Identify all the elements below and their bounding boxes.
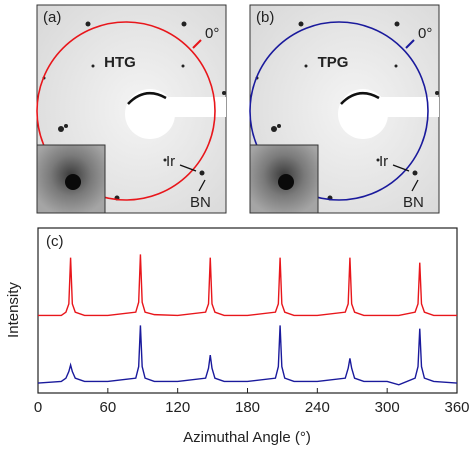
x-tick-label: 300 bbox=[375, 399, 400, 416]
angle-label: 0° bbox=[205, 25, 219, 42]
diffraction-spot bbox=[85, 21, 91, 27]
diffraction-spot bbox=[394, 64, 398, 68]
arrow bbox=[198, 179, 206, 192]
diffraction-spot bbox=[277, 124, 281, 128]
panel-label: (b) bbox=[256, 9, 274, 26]
diffraction-spot bbox=[271, 126, 277, 132]
diffraction-spot bbox=[412, 170, 418, 176]
arrow bbox=[392, 164, 410, 172]
diffraction-spot bbox=[304, 64, 308, 68]
arrow bbox=[411, 179, 419, 192]
diffraction-spot bbox=[163, 158, 167, 162]
azimuth-circle bbox=[36, 21, 216, 201]
data-line bbox=[38, 254, 457, 317]
diffraction-spot bbox=[376, 158, 380, 162]
plot-frame bbox=[37, 227, 458, 394]
spot-label: BN bbox=[403, 194, 424, 211]
x-tick-label: 360 bbox=[444, 399, 469, 416]
beam-stop-edge bbox=[340, 91, 380, 105]
diffraction-spot bbox=[181, 64, 185, 68]
beam-stop-arm bbox=[150, 97, 226, 117]
diffraction-spot bbox=[64, 124, 68, 128]
zero-tick bbox=[192, 39, 202, 49]
diffraction-spot bbox=[58, 126, 64, 132]
x-axis-label: Azimuthal Angle (°) bbox=[183, 429, 311, 446]
diffraction-spot bbox=[394, 21, 400, 27]
spot-label: BN bbox=[190, 194, 211, 211]
diffraction-spot bbox=[222, 91, 226, 95]
x-tick-label: 180 bbox=[235, 399, 260, 416]
diffraction-spot bbox=[199, 170, 205, 176]
x-tick-label: 120 bbox=[165, 399, 190, 416]
inset-spot bbox=[278, 174, 294, 190]
leed-panel: (a) HTG 0° Ir BN bbox=[36, 4, 227, 214]
spot-label: Ir bbox=[166, 153, 175, 170]
x-tick-label: 60 bbox=[99, 399, 116, 416]
spot-label: Ir bbox=[379, 153, 388, 170]
x-tick-label: 0 bbox=[34, 399, 42, 416]
diffraction-spot bbox=[181, 21, 187, 27]
panel-label: (c) bbox=[46, 233, 64, 250]
beam-stop-edge bbox=[127, 91, 167, 105]
azimuth-circle bbox=[249, 21, 429, 201]
beam-stop-arm bbox=[363, 97, 439, 117]
x-tick-label: 240 bbox=[305, 399, 330, 416]
zero-tick bbox=[405, 39, 415, 49]
panel-label: (a) bbox=[43, 9, 61, 26]
inset-spot bbox=[65, 174, 81, 190]
sample-title: TPG bbox=[318, 54, 349, 71]
y-axis-label: Intensity bbox=[5, 282, 22, 338]
arrow bbox=[179, 164, 197, 172]
sample-title: HTG bbox=[104, 54, 136, 71]
angle-label: 0° bbox=[418, 25, 432, 42]
data-line bbox=[37, 325, 458, 386]
diffraction-spot bbox=[298, 21, 304, 27]
diffraction-spot bbox=[91, 64, 95, 68]
leed-panel: (b) TPG 0° Ir BN bbox=[249, 4, 440, 214]
diffraction-spot bbox=[435, 91, 439, 95]
